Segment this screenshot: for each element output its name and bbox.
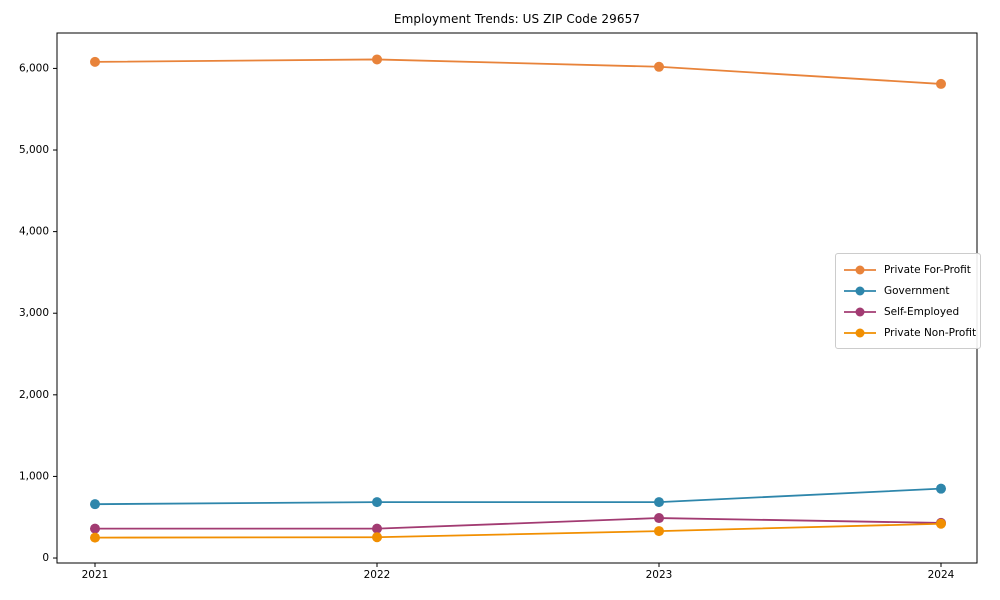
chart-legend: Private For-Profit Government Self-Employe…	[835, 253, 981, 349]
data-point-marker	[936, 483, 946, 494]
data-point-marker	[372, 532, 382, 543]
y-axis-tick-label: 1,000	[19, 470, 49, 482]
y-axis-tick-label: 6,000	[19, 62, 49, 74]
y-axis-tick-label: 0	[42, 552, 49, 564]
y-axis-tick-label: 2,000	[19, 389, 49, 401]
data-point-marker	[654, 526, 664, 537]
series-line-self-employed	[95, 517, 942, 530]
data-point-marker	[90, 523, 100, 534]
data-point-marker	[372, 523, 382, 534]
data-point-marker	[372, 54, 382, 65]
legend-item-label: Government	[884, 284, 950, 297]
legend-line-marker-icon	[844, 307, 876, 316]
y-axis-tick-label: 4,000	[19, 226, 49, 238]
series-line-private-for-profit	[94, 58, 942, 85]
legend-item-label: Self-Employed	[884, 305, 960, 318]
legend-line-marker-icon	[844, 286, 876, 295]
legend-line-marker-icon	[844, 265, 876, 274]
y-axis-tick-label: 3,000	[19, 307, 49, 319]
data-point-marker	[90, 499, 100, 510]
legend-line-marker-icon	[844, 328, 876, 337]
data-point-marker	[654, 513, 664, 524]
data-point-marker	[90, 56, 100, 67]
data-point-marker	[936, 518, 946, 529]
data-point-marker	[654, 497, 664, 508]
x-axis-tick-label: 2024	[928, 569, 955, 581]
legend-item: Private For-Profit	[843, 259, 974, 280]
x-axis-tick-label: 2022	[364, 569, 391, 581]
x-axis-tick-label: 2023	[646, 569, 673, 581]
data-point-marker	[372, 497, 382, 508]
legend-item-label: Private For-Profit	[884, 263, 971, 276]
chart-title: Employment Trends: US ZIP Code 29657	[393, 12, 641, 26]
legend-item-label: Private Non-Profit	[884, 326, 977, 339]
series-line-government	[94, 487, 942, 506]
legend-item: Government	[843, 280, 974, 301]
legend-item: Private Non-Profit	[843, 322, 977, 343]
legend-item: Self-Employed	[843, 301, 974, 322]
y-axis-tick-label: 5,000	[19, 144, 49, 156]
data-point-marker	[90, 532, 100, 543]
data-point-marker	[654, 61, 664, 72]
data-point-marker	[936, 78, 946, 89]
x-axis-tick-label: 2021	[82, 569, 109, 581]
series-line-private-non-profit	[94, 522, 942, 539]
